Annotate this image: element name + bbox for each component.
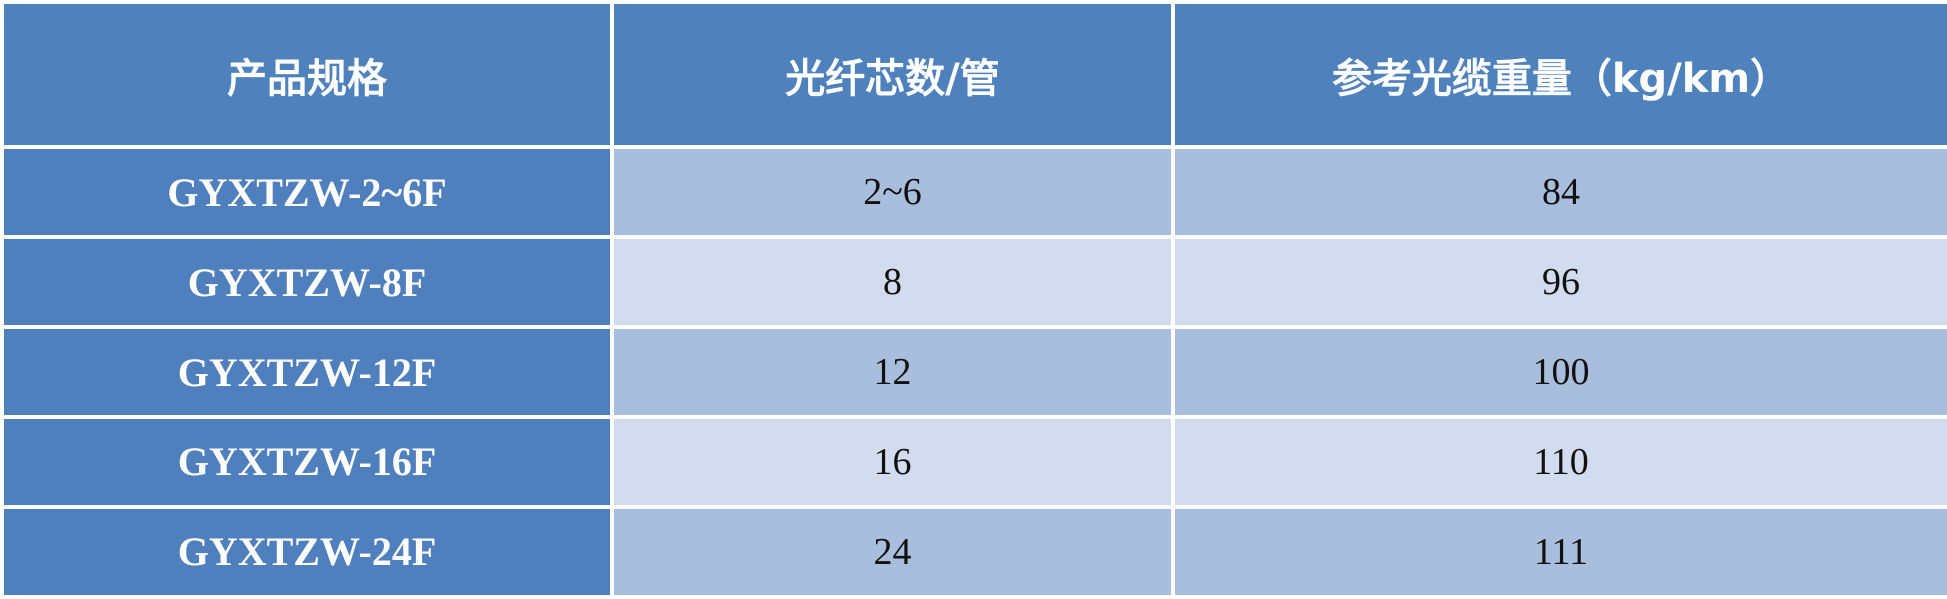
cell-spec: GYXTZW-16F [0, 415, 614, 509]
cell-spec: GYXTZW-2~6F [0, 145, 614, 240]
cell-fibers: 16 [610, 415, 1175, 509]
header-weight: 参考光缆重量（kg/km） [1171, 0, 1947, 150]
cell-fibers: 12 [610, 325, 1175, 420]
cell-fibers: 2~6 [610, 145, 1175, 240]
cell-weight: 100 [1171, 325, 1947, 420]
table-row: GYXTZW-2~6F 2~6 84 [0, 145, 1947, 240]
table-row: GYXTZW-16F 16 110 [0, 415, 1947, 509]
cell-fibers: 24 [610, 504, 1175, 599]
cell-fibers: 8 [610, 235, 1175, 330]
cell-weight: 84 [1171, 145, 1947, 240]
cell-spec: GYXTZW-8F [0, 235, 614, 330]
cell-weight: 96 [1171, 235, 1947, 330]
table-row: GYXTZW-24F 24 111 [0, 504, 1947, 599]
cell-spec: GYXTZW-24F [0, 504, 614, 599]
header-fibers: 光纤芯数/管 [610, 0, 1175, 150]
table-row: GYXTZW-8F 8 96 [0, 235, 1947, 330]
cell-weight: 111 [1171, 504, 1947, 599]
table-row: GYXTZW-12F 12 100 [0, 325, 1947, 420]
header-row: 产品规格 光纤芯数/管 参考光缆重量（kg/km） [0, 0, 1947, 150]
cell-spec: GYXTZW-12F [0, 325, 614, 420]
cell-weight: 110 [1171, 415, 1947, 509]
header-spec: 产品规格 [0, 0, 614, 150]
